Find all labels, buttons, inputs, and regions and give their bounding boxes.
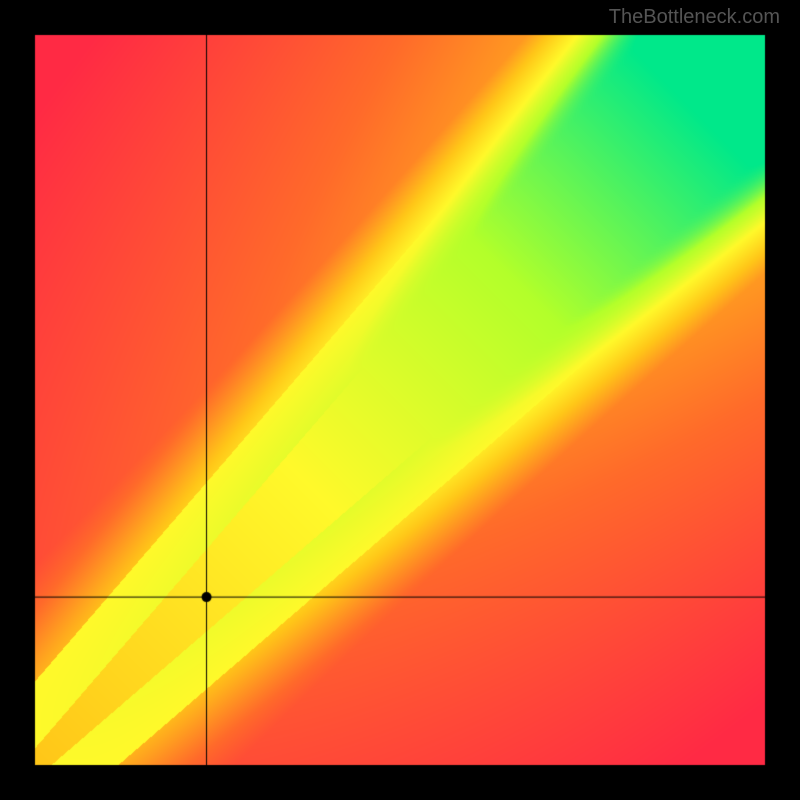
watermark-text: TheBottleneck.com (609, 6, 780, 29)
chart-container: TheBottleneck.com (0, 0, 800, 800)
bottleneck-heatmap (0, 0, 800, 800)
